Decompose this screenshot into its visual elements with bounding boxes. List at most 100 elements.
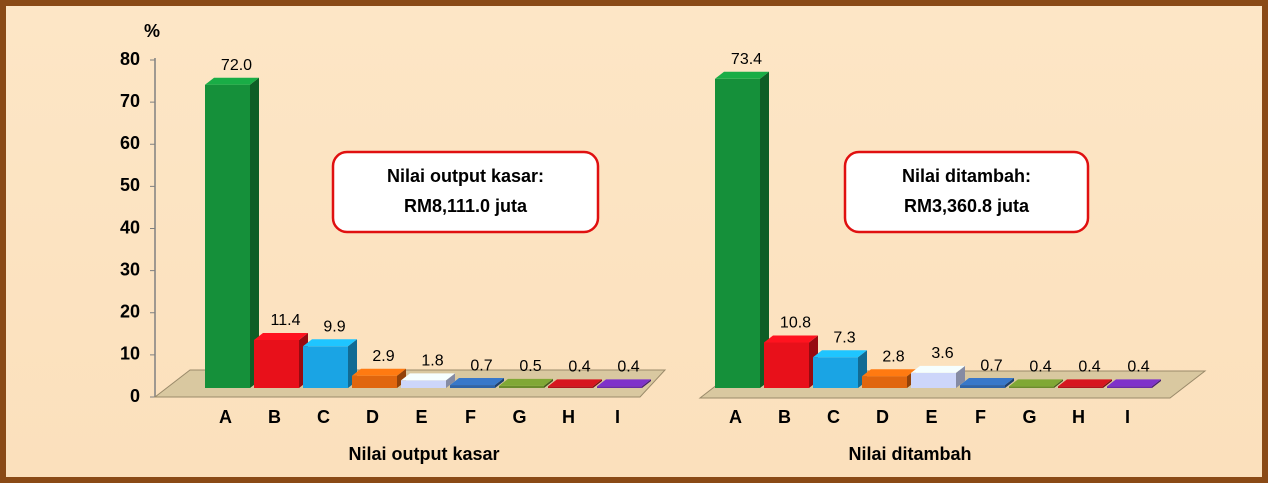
bar [499, 378, 553, 388]
y-tick-label: 20 [120, 302, 140, 322]
bar-side [1152, 379, 1161, 388]
bar-front [499, 385, 544, 388]
bar [1058, 379, 1112, 388]
bar [911, 365, 965, 388]
bar-side [760, 71, 769, 389]
bar-top [352, 368, 406, 376]
bar-top [548, 379, 602, 387]
annotation-box [331, 150, 600, 234]
value-label: 0.4 [1078, 359, 1100, 376]
bar-top [401, 373, 455, 381]
x-tick-label: I [615, 407, 620, 427]
y-tick-label: 30 [120, 259, 140, 279]
bar-front [303, 346, 348, 388]
bar-front [715, 78, 760, 389]
value-label: 0.5 [519, 358, 541, 375]
bar-front [813, 357, 858, 388]
bar-top [764, 335, 818, 343]
bar-front [548, 386, 593, 388]
x-tick-label: C [317, 407, 330, 427]
y-tick-label: 40 [120, 217, 140, 237]
x-tick-label: G [512, 407, 526, 427]
bar [960, 378, 1014, 388]
bar-side [495, 378, 504, 388]
bar-side [1103, 379, 1112, 388]
bar-front [960, 385, 1005, 388]
bar-top [911, 365, 965, 373]
bar-front [862, 376, 907, 388]
x-tick-label: D [876, 407, 889, 427]
value-label: 0.7 [980, 357, 1002, 374]
bar [401, 373, 455, 388]
bar [715, 71, 769, 389]
y-tick-label: 0 [130, 386, 140, 406]
x-tick-label: H [1072, 407, 1085, 427]
annotation: Nilai ditambah: [902, 166, 1031, 186]
value-label: 9.9 [323, 319, 345, 336]
annotation: RM3,360.8 juta [904, 196, 1030, 216]
bar-side [544, 378, 553, 388]
x-tick-label: F [975, 407, 986, 427]
value-label: 0.4 [1127, 359, 1149, 376]
bar-top [1107, 379, 1161, 387]
bar-top [499, 378, 553, 386]
bar-top [1009, 379, 1063, 387]
value-label: 1.8 [421, 353, 443, 370]
bar-side [397, 368, 406, 388]
x-tick-label: A [219, 407, 232, 427]
x-tick-label: D [366, 407, 379, 427]
x-tick-label: E [925, 407, 937, 427]
y-axis-label: % [144, 21, 160, 41]
value-label: 7.3 [833, 329, 855, 346]
x-tick-label: A [729, 407, 742, 427]
bar-side [1005, 378, 1014, 388]
bar-top [254, 332, 308, 340]
y-tick-label: 70 [120, 91, 140, 111]
bar-top [303, 339, 357, 347]
x-tick-label: C [827, 407, 840, 427]
bar [205, 77, 259, 388]
bar [597, 379, 651, 388]
bar-front [401, 380, 446, 388]
bar-front [352, 375, 397, 388]
bar-side [593, 379, 602, 388]
bar-top [1058, 379, 1112, 387]
bar-front [1009, 386, 1054, 388]
bar-top [715, 71, 769, 79]
x-tick-label: F [465, 407, 476, 427]
annotation: RM8,111.0 juta [404, 196, 528, 216]
x-tick-label: I [1125, 407, 1130, 427]
value-label: 72.0 [221, 57, 252, 74]
value-label: 3.6 [931, 345, 953, 362]
bar-top [450, 378, 504, 386]
x-tick-label: H [562, 407, 575, 427]
bar-top [960, 378, 1014, 386]
annotation: Nilai output kasar: [387, 166, 544, 186]
value-label: 10.8 [780, 315, 811, 332]
y-tick-label: 60 [120, 133, 140, 153]
bar-top [862, 369, 916, 377]
bar-side [642, 379, 651, 388]
bar-front [205, 84, 250, 388]
value-label: 0.4 [617, 359, 639, 376]
bar-front [597, 386, 642, 388]
group-label: Nilai output kasar [348, 444, 499, 464]
x-tick-label: B [778, 407, 791, 427]
bar-front [1058, 386, 1103, 388]
group-label: Nilai ditambah [848, 444, 971, 464]
value-label: 0.4 [1029, 359, 1051, 376]
bar-side [956, 365, 965, 388]
value-label: 0.4 [568, 359, 590, 376]
bar-side [250, 77, 259, 388]
bar [813, 350, 867, 388]
x-tick-label: B [268, 407, 281, 427]
bar [764, 335, 818, 388]
bar-top [205, 77, 259, 85]
y-tick-label: 10 [120, 344, 140, 364]
bar [303, 339, 357, 388]
x-tick-label: G [1022, 407, 1036, 427]
bar-front [450, 385, 495, 388]
y-tick-label: 80 [120, 49, 140, 69]
bar-front [911, 372, 956, 388]
